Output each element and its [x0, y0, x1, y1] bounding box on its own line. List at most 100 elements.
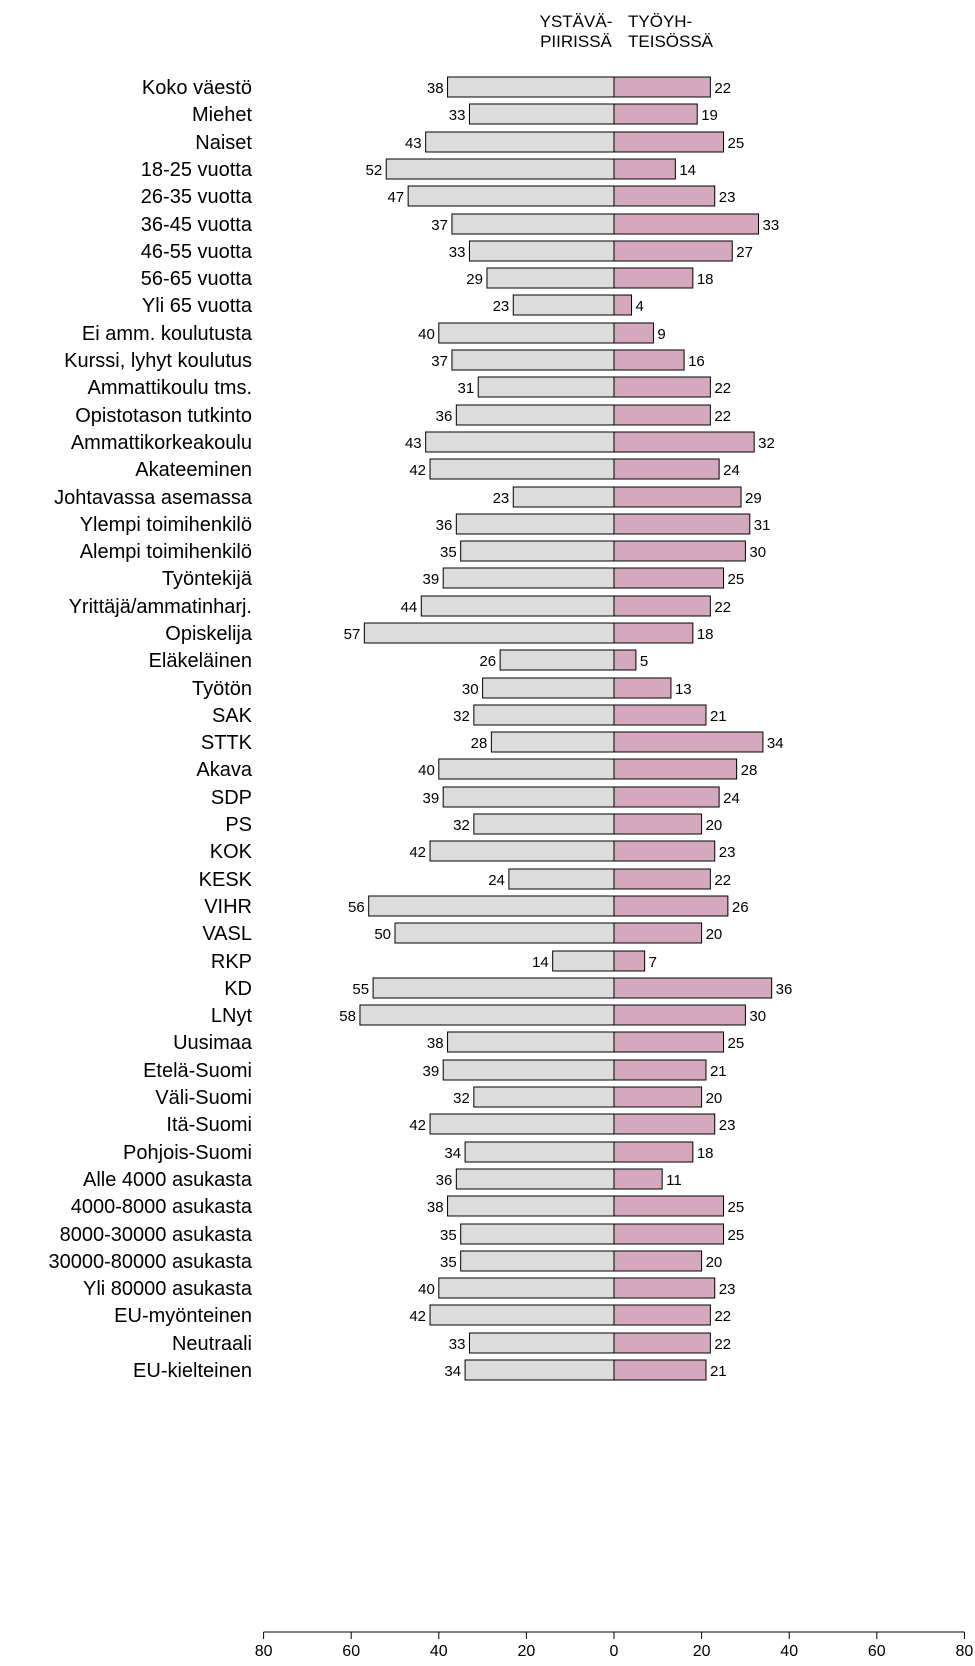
value-label-right: 23	[719, 1281, 736, 1298]
category-label: 26-35 vuotta	[141, 186, 253, 208]
bar-ystavapiirissa	[447, 1031, 615, 1053]
value-label-right: 29	[745, 490, 762, 507]
bar-tyoyhteisossa	[613, 758, 738, 780]
category-label: 4000-8000 asukasta	[71, 1196, 253, 1218]
bar-tyoyhteisossa	[613, 486, 742, 508]
value-label-left: 35	[440, 544, 457, 561]
row-alle-4000-asukasta: Alle 4000 asukasta 36 11	[83, 1168, 682, 1191]
x-tick-label: 20	[693, 1643, 711, 1660]
bar-ystavapiirissa	[499, 649, 615, 671]
category-label: Johtavassa asemassa	[54, 487, 253, 509]
row-akateeminen: Akateeminen 42 24	[135, 458, 740, 481]
bar-tyoyhteisossa	[613, 1031, 724, 1053]
value-label-left: 23	[493, 298, 510, 315]
bar-tyoyhteisossa	[613, 977, 773, 999]
row-26-35-vuotta: 26-35 vuotta 47 23	[141, 185, 735, 208]
value-label-left: 23	[493, 490, 510, 507]
category-label: Neutraali	[172, 1333, 252, 1355]
row-uusimaa: Uusimaa 38 25	[173, 1031, 745, 1054]
value-label-left: 38	[427, 1035, 444, 1052]
value-label-right: 11	[666, 1172, 682, 1189]
category-label: STTK	[201, 732, 253, 754]
row-rkp: RKP 14 7	[211, 950, 657, 973]
bar-ystavapiirissa	[455, 1168, 615, 1190]
value-label-right: 22	[714, 1308, 731, 1325]
row-8000-30000-asukasta: 8000-30000 asukasta 35 25	[60, 1223, 745, 1246]
value-label-right: 34	[767, 735, 784, 752]
bar-ystavapiirissa	[438, 758, 615, 780]
category-label: Alempi toimihenkilö	[80, 541, 252, 563]
row-työntekijä: Työntekijä 39 25	[162, 567, 744, 590]
row-yli-80000-asukasta: Yli 80000 asukasta 40 23	[83, 1277, 736, 1300]
value-label-left: 39	[422, 1063, 439, 1080]
row-56-65-vuotta: 56-65 vuotta 29 18	[141, 267, 714, 290]
row-akava: Akava 40 28	[196, 758, 758, 781]
bar-tyoyhteisossa	[613, 840, 716, 862]
row-väli-suomi: Väli-Suomi 32 20	[155, 1086, 722, 1109]
value-label-right: 9	[657, 326, 665, 343]
value-label-left: 29	[466, 271, 483, 288]
bar-tyoyhteisossa	[613, 1250, 703, 1272]
bar-tyoyhteisossa	[613, 595, 711, 617]
value-label-right: 28	[741, 762, 758, 779]
value-label-left: 40	[418, 1281, 435, 1298]
bar-tyoyhteisossa	[613, 131, 724, 153]
value-label-right: 22	[714, 408, 731, 425]
bar-tyoyhteisossa	[613, 404, 711, 426]
bar-ystavapiirissa	[486, 267, 615, 289]
bar-tyoyhteisossa	[613, 1059, 707, 1081]
value-label-right: 24	[723, 462, 740, 479]
value-label-right: 24	[723, 790, 740, 807]
category-label: Alle 4000 asukasta	[83, 1169, 253, 1191]
row-kesk: KESK 24 22	[199, 868, 731, 891]
value-label-left: 32	[453, 817, 470, 834]
value-label-right: 22	[714, 872, 731, 889]
value-label-right: 25	[728, 1227, 745, 1244]
category-label: Opistotason tutkinto	[75, 405, 252, 427]
value-label-left: 40	[418, 762, 435, 779]
category-label: EU-myönteinen	[114, 1305, 252, 1327]
value-label-right: 25	[728, 1035, 745, 1052]
value-label-left: 34	[444, 1363, 461, 1380]
row-miehet: Miehet 33 19	[192, 103, 718, 126]
value-label-right: 22	[714, 380, 731, 397]
row-johtavassa-asemassa: Johtavassa asemassa 23 29	[54, 486, 762, 509]
bar-ystavapiirissa	[460, 1223, 615, 1245]
bar-tyoyhteisossa	[613, 677, 672, 699]
bar-ystavapiirissa	[468, 240, 615, 262]
bar-ystavapiirissa	[490, 731, 615, 753]
row-lnyt: LNyt 58 30	[211, 1004, 766, 1027]
bar-ystavapiirissa	[473, 813, 615, 835]
category-label: VIHR	[204, 896, 252, 918]
bar-ystavapiirissa	[473, 1086, 615, 1108]
value-label-right: 18	[697, 626, 714, 643]
row-46-55-vuotta: 46-55 vuotta 33 27	[141, 240, 753, 263]
bar-ystavapiirissa	[460, 1250, 615, 1272]
value-label-left: 47	[387, 189, 404, 206]
bar-tyoyhteisossa	[613, 1004, 746, 1026]
bar-tyoyhteisossa	[613, 813, 703, 835]
value-label-left: 34	[444, 1145, 461, 1162]
x-tick-label: 0	[610, 1643, 619, 1660]
category-label: Itä-Suomi	[166, 1114, 252, 1136]
bar-ystavapiirissa	[447, 76, 615, 98]
value-label-left: 52	[366, 162, 383, 179]
category-label: SAK	[212, 705, 253, 727]
bar-tyoyhteisossa	[613, 950, 646, 972]
category-label: VASL	[202, 923, 252, 945]
category-label: SDP	[211, 787, 252, 809]
bar-tyoyhteisossa	[613, 704, 707, 726]
bar-ystavapiirissa	[512, 294, 615, 316]
category-label: Pohjois-Suomi	[123, 1142, 252, 1164]
category-label: Uusimaa	[173, 1032, 253, 1054]
value-label-right: 36	[776, 981, 793, 998]
category-label: 8000-30000 asukasta	[60, 1224, 253, 1246]
bar-ystavapiirissa	[363, 622, 615, 644]
bar-tyoyhteisossa	[613, 349, 685, 371]
bar-tyoyhteisossa	[613, 158, 676, 180]
row-naiset: Naiset 43 25	[195, 131, 744, 154]
value-label-right: 30	[749, 544, 766, 561]
bar-ystavapiirissa	[438, 322, 615, 344]
bar-tyoyhteisossa	[613, 213, 760, 235]
value-label-left: 24	[488, 872, 505, 889]
